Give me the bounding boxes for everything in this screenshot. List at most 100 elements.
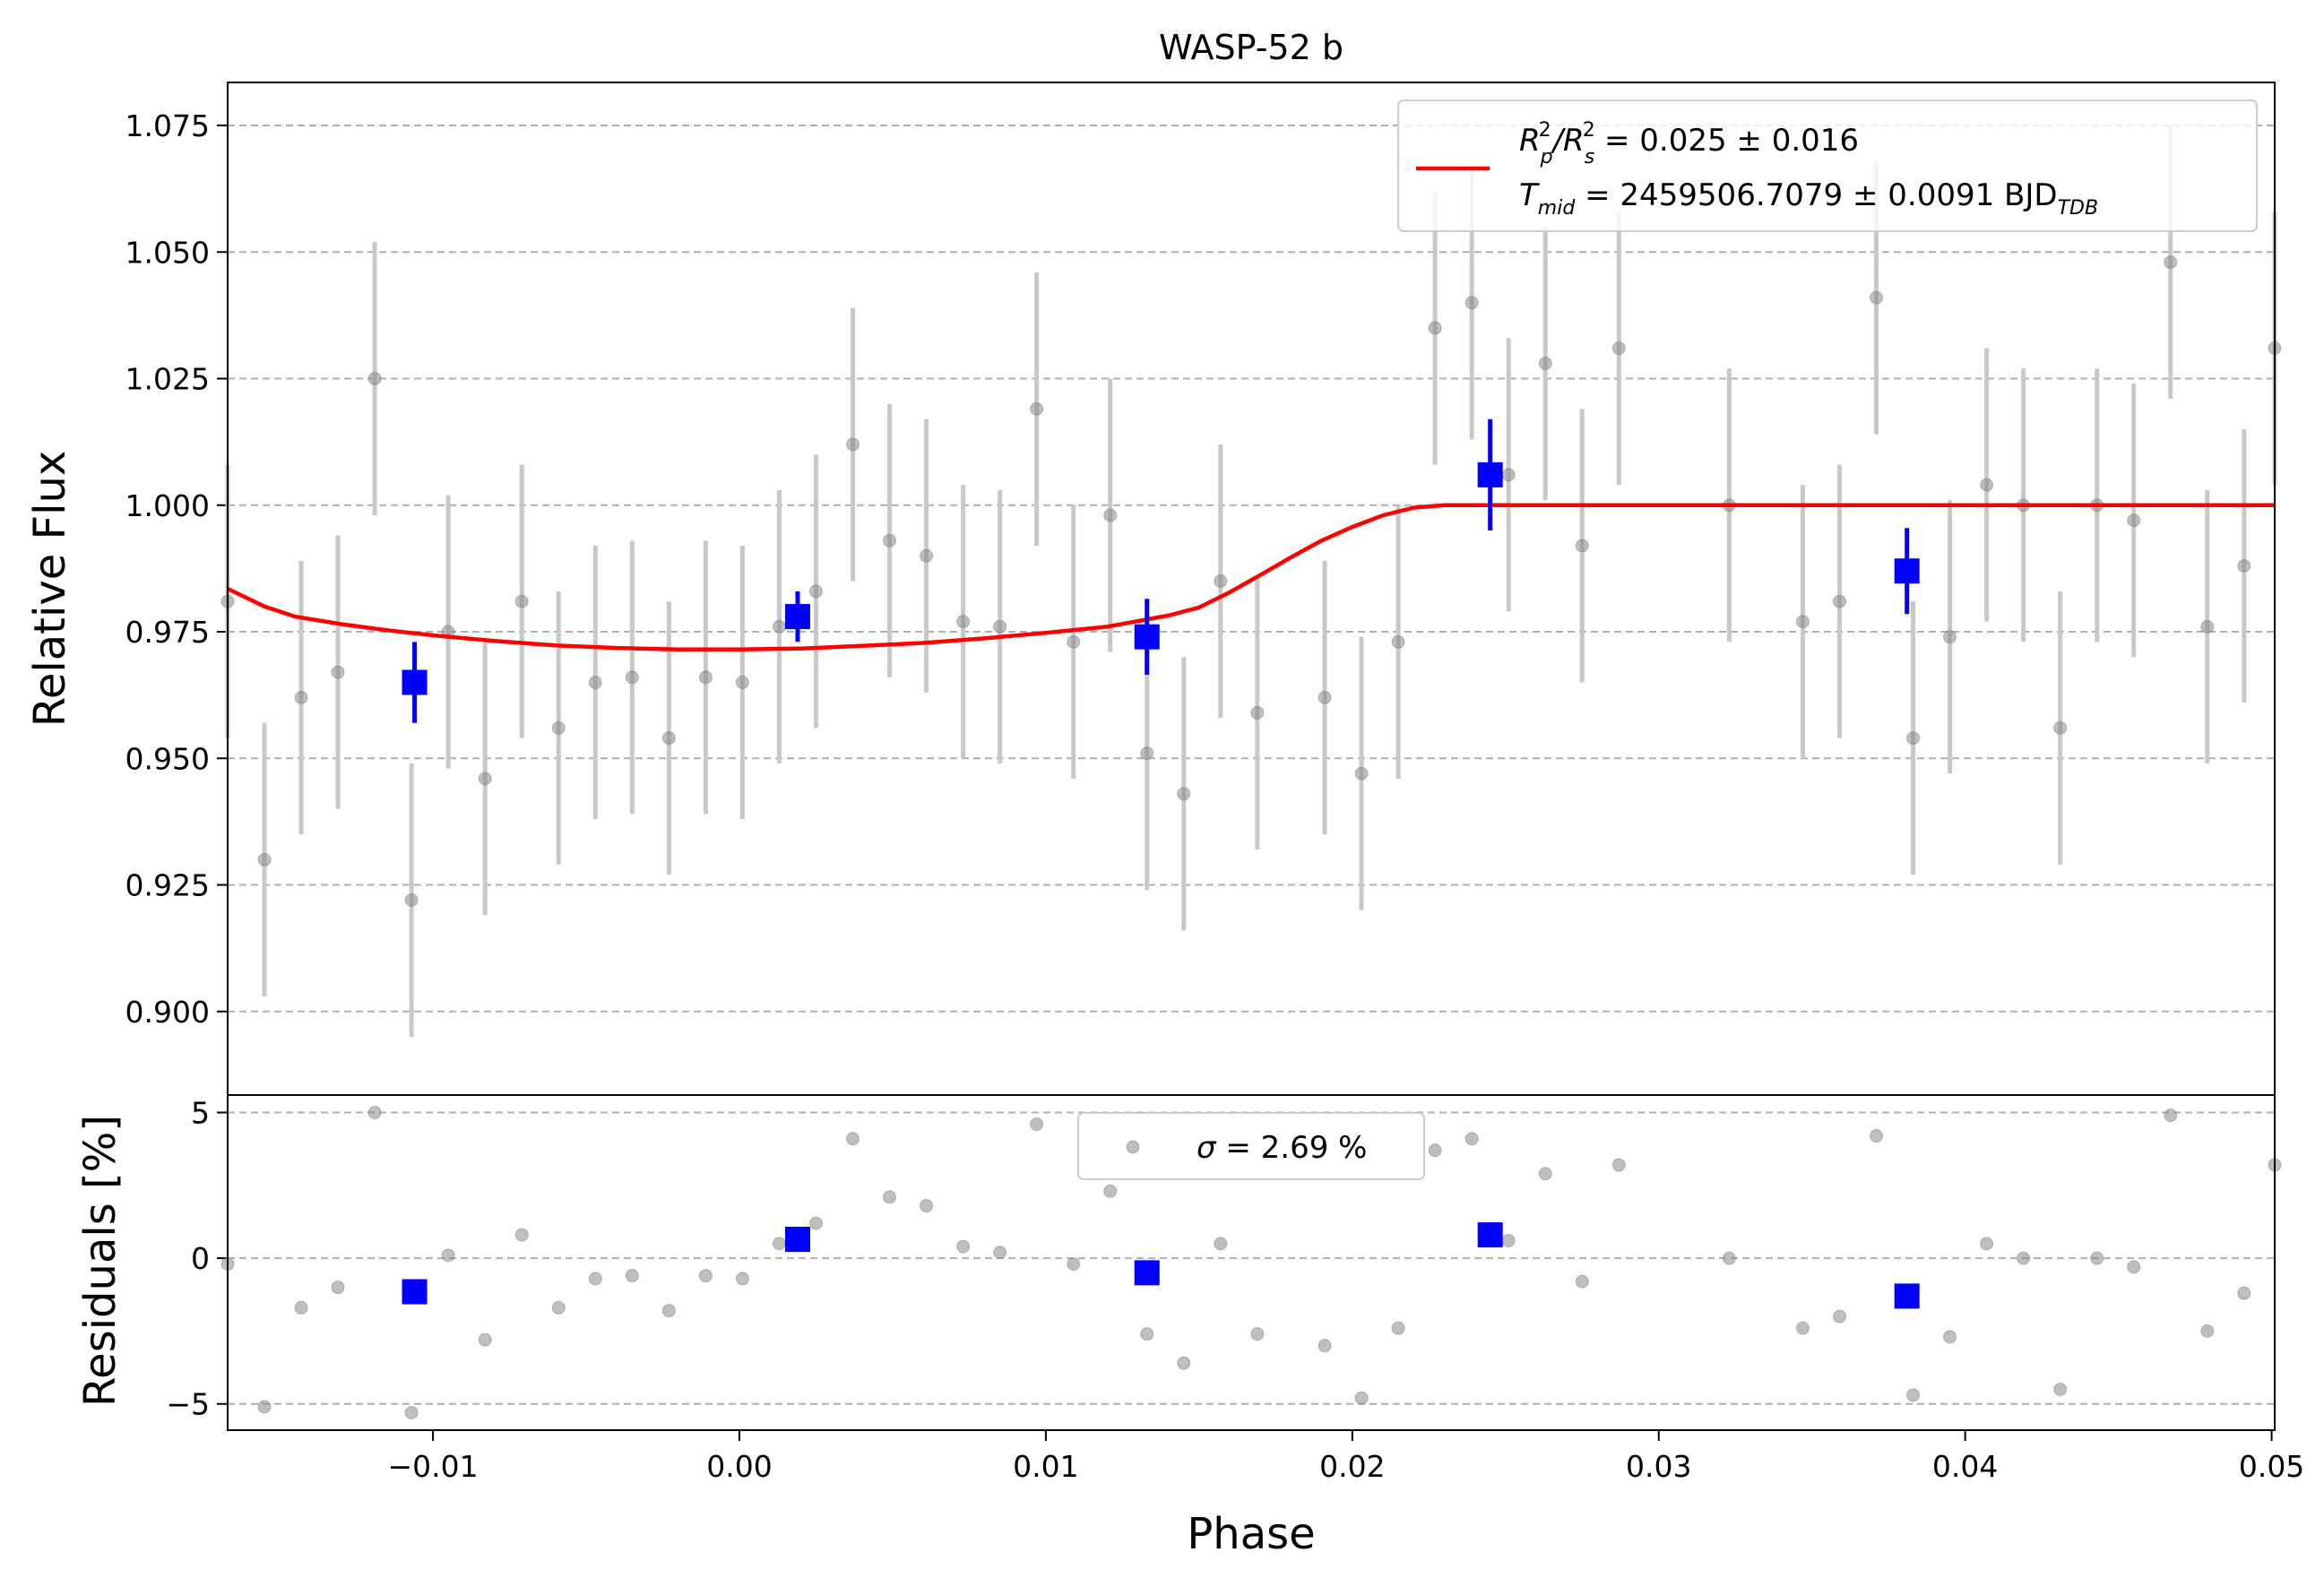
data-point xyxy=(1030,401,1044,416)
residual-point xyxy=(1177,1356,1191,1370)
data-point xyxy=(1538,357,1552,371)
residual-point xyxy=(1391,1321,1405,1335)
legend-radius-ratio-entry: R2 p/R2 s = 0.025 ± 0.016 xyxy=(1519,119,1859,168)
x-tick-label: 0.02 xyxy=(1319,1449,1385,1484)
bottom-y-tick-label: 0 xyxy=(191,1241,210,1276)
residual-point xyxy=(331,1281,345,1295)
residual-point xyxy=(2164,1108,2178,1123)
binned-residual-point xyxy=(1134,1260,1160,1286)
data-point xyxy=(294,690,308,704)
data-point xyxy=(2200,619,2215,634)
top-panel-frame xyxy=(227,82,2276,1096)
data-point xyxy=(993,619,1007,634)
residual-point xyxy=(1980,1237,1994,1251)
bottom-y-tick-label: −5 xyxy=(166,1387,210,1422)
residual-point xyxy=(846,1132,860,1146)
x-tick-label: 0.05 xyxy=(2239,1449,2304,1484)
data-point xyxy=(1177,787,1191,801)
residual-point xyxy=(1501,1234,1516,1248)
residual-point xyxy=(993,1246,1007,1260)
residual-point xyxy=(551,1300,566,1315)
top-y-tick-label: 0.925 xyxy=(125,868,210,903)
data-point xyxy=(404,892,419,907)
residual-point xyxy=(1103,1184,1118,1198)
residual-point xyxy=(2237,1286,2251,1300)
residual-point xyxy=(2090,1251,2104,1265)
top-y-tick-label: 0.975 xyxy=(125,615,210,650)
residual-point xyxy=(1030,1117,1044,1132)
x-axis-label: Phase xyxy=(1187,1509,1315,1559)
residual-point xyxy=(661,1304,676,1318)
x-tick-label: 0.01 xyxy=(1013,1449,1078,1484)
data-point xyxy=(2164,255,2178,270)
data-point xyxy=(1214,574,1228,589)
data-point xyxy=(514,594,529,608)
residual-point xyxy=(514,1228,529,1242)
residual-point xyxy=(2017,1251,2031,1265)
x-tick-label: 0.00 xyxy=(706,1449,772,1484)
top-y-tick-label: 0.900 xyxy=(125,995,210,1030)
binned-residual-point xyxy=(1894,1283,1920,1309)
bottom-legend-box xyxy=(1077,1112,1425,1180)
residual-point xyxy=(920,1199,934,1213)
data-point xyxy=(1832,594,1846,608)
residual-point xyxy=(404,1405,419,1419)
data-point xyxy=(1318,690,1332,704)
data-point xyxy=(1870,290,1884,305)
top-y-tick-label: 1.075 xyxy=(125,108,210,143)
bottom-y-axis-label: Residuals [%] xyxy=(75,1115,125,1407)
top-legend-box xyxy=(1397,99,2258,232)
residual-point xyxy=(478,1332,492,1347)
residual-point xyxy=(1067,1257,1081,1272)
data-point xyxy=(625,670,639,685)
residual-point xyxy=(1575,1274,1589,1289)
data-point xyxy=(1575,539,1589,553)
data-point xyxy=(1795,615,1810,629)
x-tick-label: −0.01 xyxy=(388,1449,479,1484)
data-point xyxy=(661,731,676,746)
binned-point xyxy=(1134,624,1160,650)
top-panel-binned-points xyxy=(402,418,1920,723)
residual-point xyxy=(735,1272,749,1286)
bottom-panel-grid xyxy=(228,1111,2275,1405)
top-y-tick-label: 1.050 xyxy=(125,235,210,270)
data-point xyxy=(1501,468,1516,482)
bottom-panel-y-ticks: −5 0 5 xyxy=(166,1096,228,1422)
binned-point xyxy=(784,604,810,630)
data-point xyxy=(956,615,971,629)
residual-point xyxy=(772,1237,786,1251)
data-point xyxy=(2237,559,2251,573)
bottom-panel-data-points xyxy=(220,1106,2282,1419)
residual-point xyxy=(1795,1321,1810,1335)
residual-point xyxy=(1832,1309,1846,1324)
residual-point xyxy=(1214,1237,1228,1251)
residual-point xyxy=(1318,1339,1332,1353)
data-point xyxy=(1943,630,1957,644)
residual-point xyxy=(1943,1330,1957,1344)
binned-point xyxy=(1477,461,1503,487)
binned-residual-point xyxy=(402,1279,428,1305)
legend-sigma-entry: σ = 2.69 % xyxy=(1197,1130,1367,1166)
residual-point xyxy=(1722,1251,1736,1265)
bottom-panel-binned-points xyxy=(402,1222,1920,1309)
data-point xyxy=(1103,508,1118,522)
residual-point xyxy=(257,1400,272,1414)
data-point xyxy=(2127,513,2141,528)
bottom-legend-marker xyxy=(1126,1140,1140,1154)
residual-point xyxy=(367,1106,382,1120)
residual-point xyxy=(1140,1327,1154,1341)
residual-point xyxy=(294,1300,308,1315)
data-point xyxy=(1354,766,1369,780)
data-point xyxy=(808,584,823,599)
residual-point xyxy=(2053,1382,2068,1396)
data-point xyxy=(1980,478,1994,492)
residual-point xyxy=(588,1272,602,1286)
residual-point xyxy=(1464,1132,1479,1146)
data-point xyxy=(846,437,860,452)
residual-point xyxy=(883,1190,897,1204)
data-point xyxy=(1067,634,1081,649)
data-point xyxy=(331,665,345,679)
bottom-y-tick-label: 5 xyxy=(191,1096,210,1131)
residual-point xyxy=(1906,1388,1921,1402)
